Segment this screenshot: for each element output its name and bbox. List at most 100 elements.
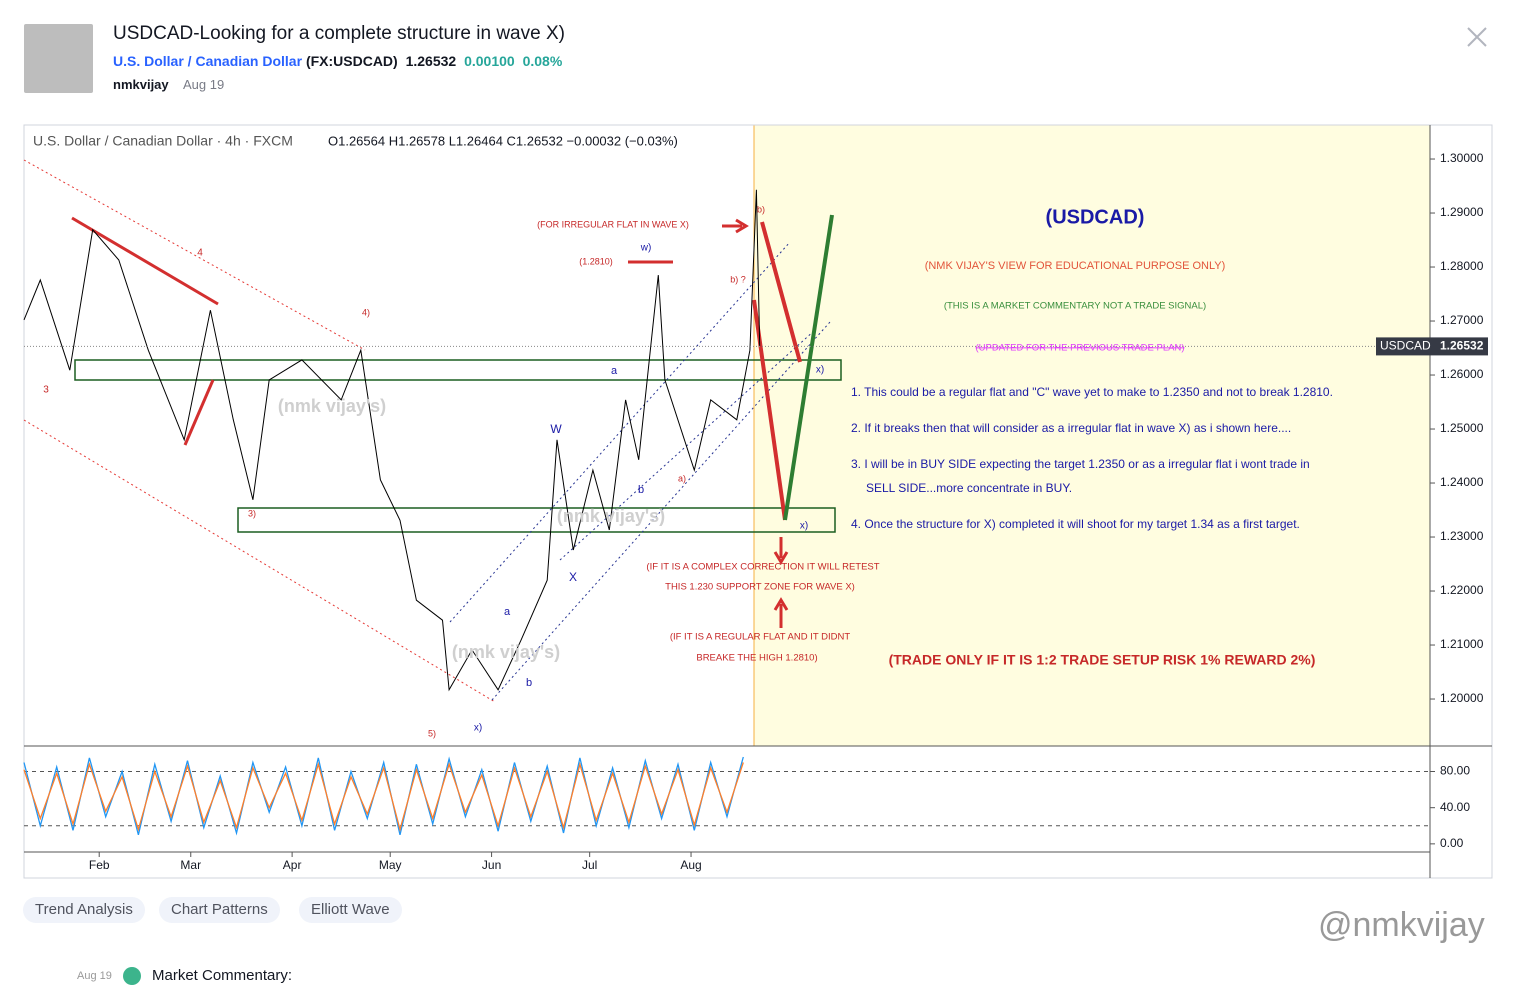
- annotation: THIS 1.230 SUPPORT ZONE FOR WAVE X): [665, 582, 855, 593]
- annotation: 2. If it breaks then that will consider …: [851, 421, 1291, 435]
- chart: U.S. Dollar / Canadian Dollar · 4h · FXC…: [23, 124, 1493, 879]
- annotation: 4. Once the structure for X) completed i…: [851, 517, 1300, 531]
- channel-line: [23, 419, 496, 703]
- annotation: b: [526, 677, 532, 689]
- chart-frame: [23, 124, 1493, 879]
- channel-line: [559, 329, 816, 561]
- annotation: 4: [197, 248, 203, 259]
- tag[interactable]: Chart Patterns: [159, 897, 280, 923]
- annotation: (nmk vijay's): [452, 642, 560, 662]
- price-tag-value: 1.26532: [1440, 339, 1484, 353]
- symbol-line: U.S. Dollar / Canadian Dollar (FX:USDCAD…: [113, 53, 562, 69]
- annotation: b) ?: [730, 274, 746, 284]
- y-tick-label: 1.23000: [1440, 529, 1484, 543]
- annotation: 3: [43, 385, 49, 396]
- y-tick-label: 80.00: [1440, 764, 1470, 778]
- drawings: [23, 159, 842, 703]
- annotation: (USDCAD): [1046, 206, 1145, 228]
- publish-date: Aug 19: [183, 77, 225, 92]
- watermark: @nmkvijay: [1318, 906, 1485, 944]
- annotation: (nmk vijay's): [557, 506, 665, 526]
- annotation: 3): [248, 508, 256, 518]
- annotation: x): [800, 521, 808, 532]
- annotation: (nmk vijay's): [278, 396, 386, 416]
- annotation: W: [550, 422, 562, 436]
- annotation: 1. This could be a regular flat and "C" …: [851, 385, 1333, 399]
- symbol-code[interactable]: (FX:USDCAD): [305, 53, 398, 69]
- x-tick-label: Aug: [680, 858, 701, 872]
- author-avatar[interactable]: [24, 24, 93, 93]
- annotation: SELL SIDE...more concentrate in BUY.: [866, 481, 1072, 495]
- symbol-change-pct: 0.08%: [522, 53, 563, 69]
- series-line: [23, 761, 744, 832]
- annotation: w): [640, 243, 652, 254]
- chart-legend-title: U.S. Dollar / Canadian Dollar · 4h · FXC…: [33, 133, 293, 149]
- annotation: (1.2810): [579, 256, 613, 266]
- annotation: 5): [428, 728, 436, 738]
- annotation: 4): [362, 307, 370, 317]
- trend-line: [71, 216, 219, 306]
- x-tick-label: May: [379, 858, 402, 872]
- tag[interactable]: Trend Analysis: [23, 897, 145, 923]
- x-tick-label: Jun: [482, 858, 501, 872]
- projection-line: [783, 214, 834, 521]
- annotation: a): [678, 473, 686, 483]
- zone-box: [74, 359, 842, 381]
- symbol-price: 1.26532: [405, 53, 457, 69]
- author-name[interactable]: nmkvijay: [113, 77, 169, 92]
- y-tick-label: 1.24000: [1440, 475, 1484, 489]
- projection-line: [760, 221, 802, 363]
- highlight-zone: [754, 125, 1430, 746]
- y-tick-label: 1.27000: [1440, 313, 1484, 327]
- annotation: (NMK VIJAY'S VIEW FOR EDUCATIONAL PURPOS…: [925, 260, 1226, 272]
- close-button[interactable]: [1466, 26, 1488, 48]
- y-tick-label: 1.26000: [1440, 367, 1484, 381]
- comment-title: Market Commentary:: [152, 967, 293, 984]
- series-line: [23, 189, 761, 692]
- y-tick-label: 40.00: [1440, 800, 1470, 814]
- annotation: BREAKE THE HIGH 1.2810): [696, 653, 817, 664]
- comment-dot: [123, 967, 141, 985]
- annotation: (THIS IS A MARKET COMMENTARY NOT A TRADE…: [944, 301, 1206, 312]
- channel-line: [23, 159, 366, 351]
- annotation: a: [611, 365, 618, 377]
- y-tick-label: 1.30000: [1440, 151, 1484, 165]
- arrow: [773, 537, 789, 565]
- comment-date: Aug 19: [77, 970, 112, 982]
- y-tick-label: 1.25000: [1440, 421, 1484, 435]
- annotation: x): [474, 723, 482, 734]
- arrow: [773, 597, 789, 628]
- annotation: (IF IT IS A COMPLEX CORRECTION IT WILL R…: [646, 562, 879, 573]
- arrow: [722, 218, 749, 234]
- y-tick-label: 1.21000: [1440, 637, 1484, 651]
- idea-title: USDCAD-Looking for a complete structure …: [113, 23, 565, 44]
- chart-legend-ohlc: O1.26564 H1.26578 L1.26464 C1.26532 −0.0…: [328, 133, 678, 148]
- x-tick-label: Feb: [89, 858, 110, 872]
- tag[interactable]: Elliott Wave: [299, 897, 402, 923]
- x-tick-label: Apr: [283, 858, 302, 872]
- annotation: b): [757, 204, 765, 214]
- annotation: 3. I will be in BUY SIDE expecting the t…: [851, 457, 1310, 471]
- symbol-change: 0.00100: [464, 53, 515, 69]
- price-tag: [1376, 337, 1488, 356]
- annotation: (TRADE ONLY IF IT IS 1:2 TRADE SETUP RIS…: [889, 652, 1316, 668]
- annotation: b: [638, 484, 644, 496]
- zone-box: [237, 507, 836, 533]
- y-tick-label: 1.22000: [1440, 583, 1484, 597]
- annotation: (IF IT IS A REGULAR FLAT AND IT DIDNT: [670, 632, 851, 643]
- symbol-name[interactable]: U.S. Dollar / Canadian Dollar: [113, 53, 303, 69]
- annotation: (UPDATED FOR THE PREVIOUS TRADE PLAN): [975, 343, 1184, 354]
- y-tick-label: 1.20000: [1440, 691, 1484, 705]
- y-tick-label: 1.29000: [1440, 205, 1484, 219]
- annotation: x): [816, 365, 824, 376]
- price-tag-symbol: USDCAD: [1380, 339, 1431, 353]
- annotation: X: [569, 570, 577, 584]
- y-tick-label: 1.28000: [1440, 259, 1484, 273]
- x-tick-label: Mar: [180, 858, 201, 872]
- annotation: a: [504, 606, 511, 618]
- x-tick-label: Jul: [582, 858, 597, 872]
- annotation: (FOR IRREGULAR FLAT IN WAVE X): [537, 219, 689, 229]
- trend-line: [183, 379, 215, 446]
- y-tick-label: 0.00: [1440, 836, 1464, 850]
